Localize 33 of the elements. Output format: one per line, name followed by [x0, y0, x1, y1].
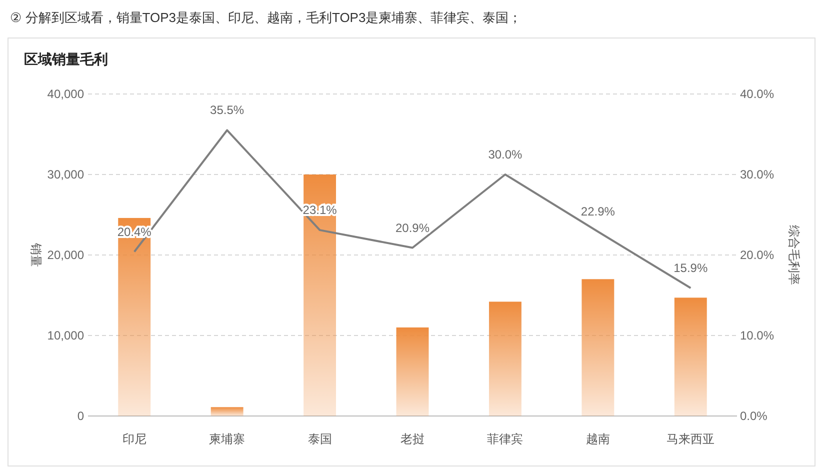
x-tick-label: 印尼	[122, 432, 146, 446]
bar	[396, 327, 429, 416]
x-tick-label: 柬埔寨	[209, 432, 246, 446]
data-label: 30.0%	[488, 148, 523, 162]
x-tick-label: 泰国	[308, 432, 332, 446]
bar	[582, 279, 614, 416]
y2-tick-label: 20.0%	[740, 248, 774, 262]
y-tick-label: 30,000	[47, 168, 84, 182]
bar	[210, 407, 244, 416]
y2-tick-label: 10.0%	[740, 328, 774, 342]
x-tick-label: 菲律宾	[487, 432, 524, 446]
y-axis-title: 销量	[29, 242, 43, 267]
bar	[118, 218, 151, 416]
data-label: 20.9%	[395, 220, 430, 235]
y2-tick-label: 0.0%	[740, 409, 768, 423]
data-label: 35.5%	[210, 103, 244, 118]
x-tick-label: 越南	[586, 432, 610, 446]
x-tick-label: 马来西亚	[666, 432, 715, 446]
bar	[674, 298, 707, 416]
y-tick-label: 40,000	[47, 87, 84, 101]
x-tick-label: 老挝	[400, 432, 424, 446]
chart-title: 区域销量毛利	[24, 51, 108, 67]
y-tick-label: 20,000	[47, 248, 84, 262]
y-tick-label: 0	[77, 409, 84, 423]
data-label: 22.9%	[580, 204, 616, 219]
text: ② 分解到区域看，销量TOP3是泰国、印尼、越南，毛利TOP3是柬埔寨、菲律宾、泰国；	[10, 10, 522, 25]
y2-axis-title: 综合毛利率	[787, 225, 801, 285]
data-label: 15.9%	[674, 261, 708, 276]
y-tick-label: 10,000	[47, 328, 84, 342]
bar	[488, 302, 522, 416]
bar	[304, 174, 336, 416]
y2-tick-label: 30.0%	[740, 168, 774, 182]
y2-tick-label: 40.0%	[740, 87, 774, 101]
